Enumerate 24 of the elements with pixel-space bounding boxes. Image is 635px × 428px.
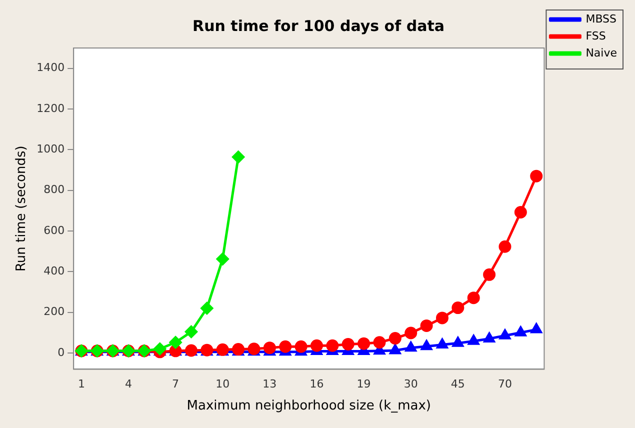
x-tick-label: 30 — [404, 378, 418, 391]
x-tick-label: 7 — [172, 378, 180, 391]
x-tick-label: 13 — [262, 378, 277, 391]
y-tick-label: 0 — [58, 346, 65, 359]
y-tick-label: 400 — [44, 264, 65, 278]
y-tick-label: 1000 — [36, 142, 65, 156]
x-tick-label: 70 — [498, 378, 512, 391]
x-tick-label: 16 — [310, 378, 324, 391]
legend-label: MBSS — [586, 12, 617, 26]
y-tick-label: 800 — [44, 183, 65, 196]
x-tick-label: 19 — [356, 378, 371, 391]
x-tick-label: 1 — [78, 378, 85, 391]
chart-title: Run time for 100 days of data — [192, 16, 444, 35]
legend-label: FSS — [586, 29, 606, 42]
x-axis-title: Maximum neighborhood size (k_max) — [186, 398, 432, 414]
y-tick-label: 1200 — [36, 102, 65, 115]
legend-label: Naive — [586, 46, 618, 60]
y-tick-label: 1400 — [36, 61, 65, 74]
x-tick-label: 45 — [450, 378, 465, 391]
x-tick-label: 4 — [125, 378, 132, 391]
y-tick-label: 600 — [44, 224, 65, 237]
x-tick-label: 10 — [216, 378, 230, 391]
y-axis-title: Run time (seconds) — [14, 146, 30, 272]
y-tick-label: 200 — [44, 305, 65, 318]
